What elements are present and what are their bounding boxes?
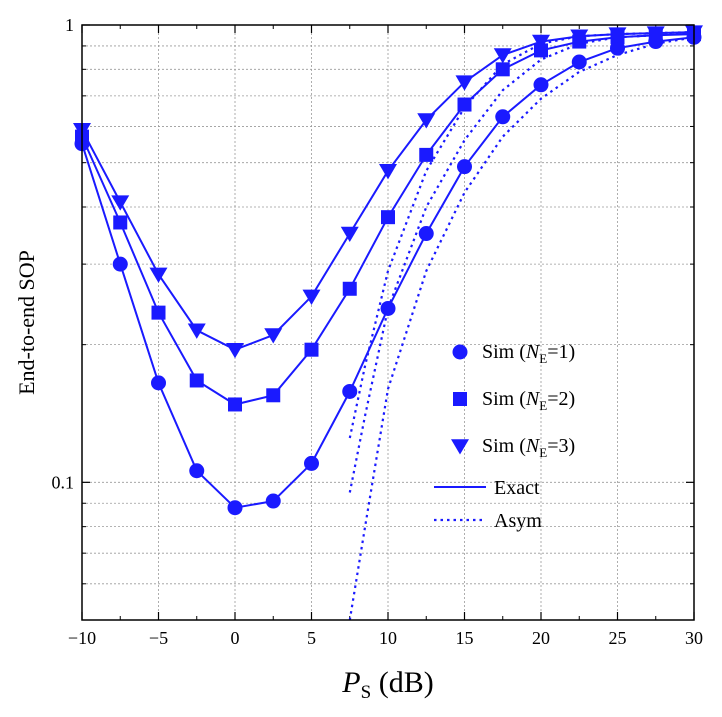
x-tick-label: 30 bbox=[685, 628, 703, 648]
sim-marker bbox=[304, 342, 319, 357]
sim-marker bbox=[570, 29, 589, 45]
legend: Sim (NE=1) Sim (NE=2) Sim (NE=3) Exact Asym bbox=[434, 341, 575, 532]
asym-line bbox=[348, 32, 695, 493]
sim-marker bbox=[646, 26, 665, 42]
x-tick-label: 0 bbox=[231, 628, 240, 648]
sim-marker bbox=[113, 215, 128, 230]
axis-labels: End-to-end SOP PS (dB) bbox=[14, 250, 434, 703]
legend-symbol bbox=[453, 392, 467, 406]
sim-marker bbox=[417, 113, 436, 129]
x-tick-label: −10 bbox=[68, 628, 96, 648]
sim-marker bbox=[419, 147, 434, 162]
sim-marker bbox=[457, 97, 472, 112]
sim-marker bbox=[149, 267, 168, 283]
sim-marker bbox=[189, 463, 205, 479]
sim-marker bbox=[264, 328, 283, 344]
sim-marker bbox=[187, 323, 206, 339]
legend-label: Sim (NE=1) bbox=[482, 341, 575, 366]
x-tick-label: 10 bbox=[379, 628, 397, 648]
legend-entry: Sim (NE=3) bbox=[451, 435, 575, 460]
x-tick-label: 25 bbox=[609, 628, 627, 648]
legend-entry: Sim (NE=1) bbox=[452, 341, 575, 366]
sim-marker bbox=[265, 493, 281, 509]
axis-ticks: −10 −5 0 5 10 15 20 25 30 0.1 1 bbox=[52, 15, 704, 648]
x-tick-label: 20 bbox=[532, 628, 550, 648]
y-axis-label: End-to-end SOP bbox=[14, 250, 39, 395]
sim-marker bbox=[571, 54, 587, 70]
sim-marker bbox=[151, 375, 166, 391]
sim-marker bbox=[226, 342, 244, 359]
sim-marker bbox=[228, 397, 242, 412]
x-tick-label: −5 bbox=[149, 628, 168, 648]
plot-frame bbox=[81, 24, 695, 621]
sim-marker bbox=[266, 388, 281, 403]
asym-line bbox=[348, 36, 695, 621]
sim-marker bbox=[189, 373, 204, 388]
legend-entry: Exact bbox=[434, 477, 540, 499]
legend-symbol bbox=[451, 439, 469, 455]
sim-marker bbox=[534, 43, 548, 58]
legend-label: Sim (NE=3) bbox=[482, 435, 575, 460]
legend-symbol bbox=[452, 344, 468, 360]
sim-marker bbox=[457, 159, 472, 175]
y-tick-label: 1 bbox=[65, 15, 74, 35]
sim-marker bbox=[608, 27, 627, 43]
sim-marker bbox=[380, 300, 396, 316]
legend-entry: Sim (NE=2) bbox=[453, 388, 575, 413]
sim-marker bbox=[495, 109, 511, 125]
sim-marker bbox=[610, 40, 625, 56]
sim-marker bbox=[340, 226, 359, 243]
sim-marker bbox=[342, 281, 357, 296]
legend-label: Asym bbox=[494, 510, 542, 532]
sim-marker bbox=[532, 34, 550, 51]
y-tick-label: 0.1 bbox=[52, 472, 75, 492]
sim-marker bbox=[151, 305, 166, 320]
sim-marker bbox=[493, 48, 512, 64]
legend-label: Exact bbox=[494, 477, 540, 499]
sim-marker bbox=[418, 226, 434, 242]
sim-marker bbox=[533, 77, 549, 93]
sim-marker bbox=[304, 455, 319, 471]
markers bbox=[73, 25, 703, 516]
x-tick-label: 15 bbox=[456, 628, 474, 648]
sim-marker bbox=[455, 75, 474, 91]
legend-label: Sim (NE=2) bbox=[482, 388, 575, 413]
x-tick-label: 5 bbox=[307, 628, 316, 648]
legend-entry: Asym bbox=[434, 510, 542, 532]
sim-marker bbox=[379, 164, 397, 180]
sim-marker bbox=[112, 256, 128, 272]
sim-marker bbox=[495, 62, 510, 77]
sim-marker bbox=[302, 289, 321, 305]
grid bbox=[82, 25, 694, 620]
sim-marker bbox=[381, 210, 395, 225]
sim-marker bbox=[227, 500, 243, 516]
sim-marker bbox=[111, 195, 130, 211]
sim-marker bbox=[342, 383, 358, 399]
x-axis-label: PS (dB) bbox=[341, 666, 433, 703]
asym-line bbox=[348, 31, 695, 439]
